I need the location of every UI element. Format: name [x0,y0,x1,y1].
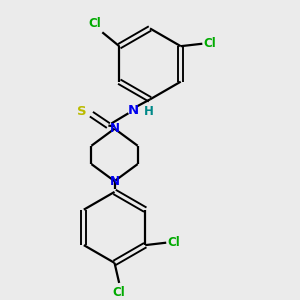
Text: Cl: Cl [204,37,217,50]
Text: Cl: Cl [88,17,101,30]
Text: Cl: Cl [113,286,125,299]
Text: N: N [128,104,139,117]
Text: S: S [77,105,87,118]
Text: N: N [110,175,119,188]
Text: N: N [110,122,119,135]
Text: Cl: Cl [168,236,181,249]
Text: H: H [144,105,154,118]
